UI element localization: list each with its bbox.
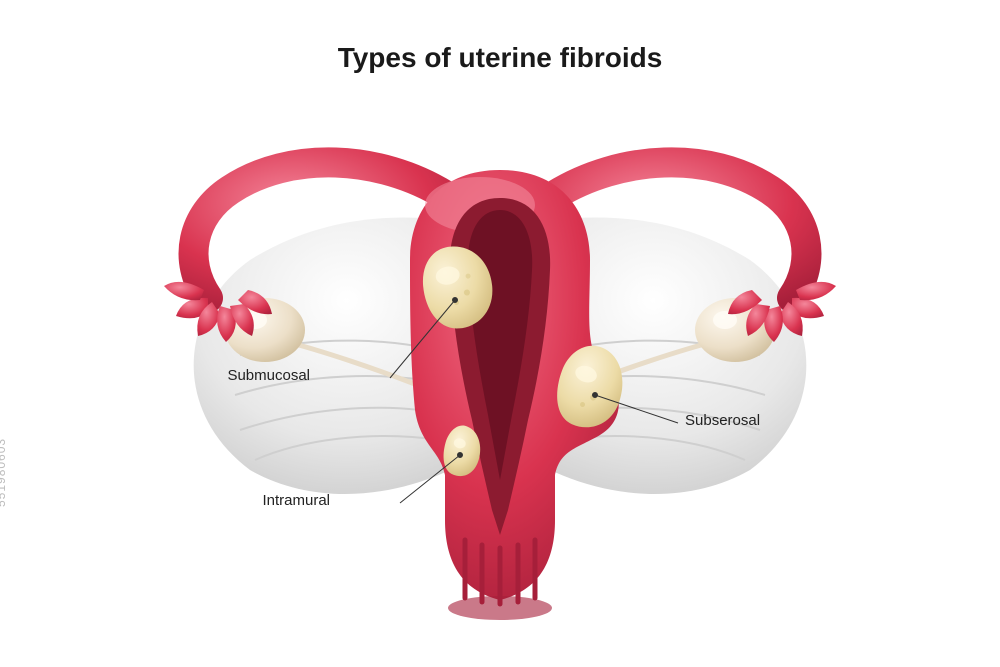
label-subserosal: Subserosal bbox=[685, 412, 760, 429]
label-submucosal: Submucosal bbox=[227, 367, 310, 384]
watermark: 551980603 bbox=[0, 438, 8, 507]
label-intramural: Intramural bbox=[262, 492, 330, 509]
uterus-diagram bbox=[0, 0, 1000, 667]
